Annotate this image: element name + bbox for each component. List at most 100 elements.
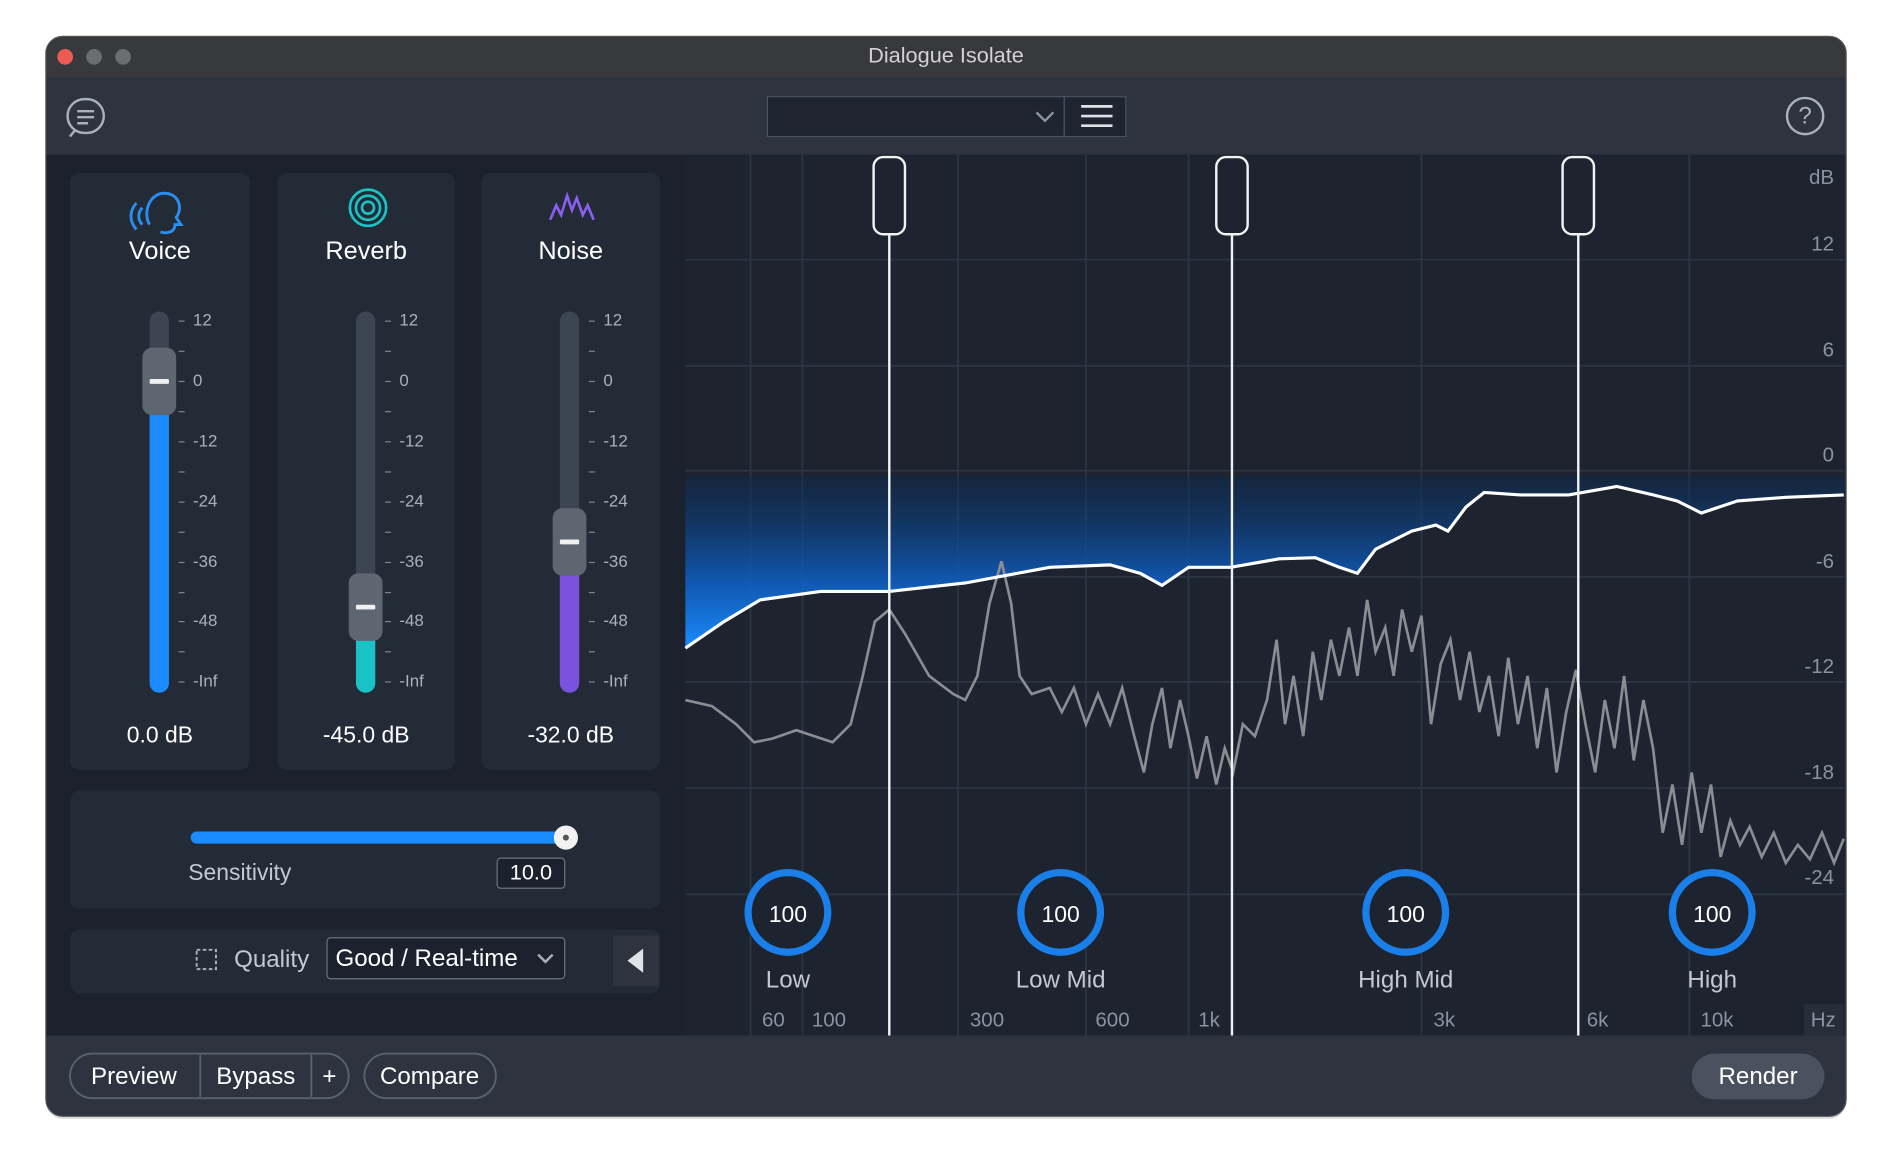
sensitivity-knob-dot — [562, 834, 569, 841]
quality-value: Good / Real-time — [335, 945, 517, 972]
fader-scale-label: -Inf — [603, 671, 628, 690]
bottom-bar — [45, 1035, 1847, 1117]
reverb-icon — [360, 200, 376, 216]
window-control[interactable] — [57, 49, 74, 65]
sensitivity-label: Sensitivity — [188, 859, 292, 885]
band-value: 100 — [1387, 901, 1425, 927]
module-card: Noise 12 0 -12 -24 -36 -48 -Inf -32.0 dB — [481, 172, 661, 771]
sensitivity-value: 10.0 — [510, 860, 552, 885]
sensitivity-value-box[interactable] — [496, 857, 566, 889]
bypass-button[interactable]: Bypass — [216, 1063, 295, 1090]
freq-axis-unit: Hz — [1811, 1008, 1836, 1031]
fader-scale-label: 12 — [399, 311, 418, 330]
freq-axis-label: 600 — [1095, 1008, 1129, 1031]
module-value: 0.0 dB — [127, 721, 193, 747]
button-group — [69, 1052, 350, 1100]
menu-icon — [1081, 105, 1113, 127]
noise-icon — [548, 191, 595, 221]
module-label: Noise — [538, 237, 603, 265]
fader-scale-label: 12 — [603, 311, 622, 330]
voice-spectrum — [684, 484, 1844, 650]
graph-grid — [685, 154, 1844, 1036]
fader-scale-label: -48 — [193, 611, 217, 630]
module-value: -32.0 dB — [527, 721, 614, 747]
collapse-icon — [627, 948, 644, 973]
freq-axis-label: 60 — [762, 1008, 785, 1031]
fader-handle[interactable] — [348, 573, 383, 641]
band-divider-handle[interactable] — [1561, 155, 1596, 236]
fader-scale-label: -24 — [193, 492, 217, 511]
feedback-button[interactable] — [66, 97, 105, 138]
sensitivity-track[interactable] — [190, 831, 568, 844]
band-divider-handle[interactable] — [872, 155, 907, 236]
preview-button[interactable]: Preview — [91, 1063, 177, 1090]
compare-button-bg[interactable] — [363, 1052, 497, 1100]
module-card: Reverb 12 0 -12 -24 -36 -48 -Inf -45.0 dB — [277, 172, 455, 771]
fader-scale-label: -Inf — [193, 671, 218, 690]
band-label: Low Mid — [1016, 967, 1106, 994]
fader-handle-line — [355, 604, 376, 610]
db-axis-label: -24 — [1804, 866, 1834, 889]
compare-button[interactable]: Compare — [380, 1063, 479, 1090]
fader-scale-label: -12 — [193, 431, 217, 450]
reverb-icon — [354, 194, 382, 222]
fader-scale-label: 0 — [399, 371, 408, 390]
add-button[interactable]: + — [322, 1063, 336, 1090]
fader-scale-label: -12 — [399, 431, 423, 450]
fader-scale-label: -Inf — [399, 671, 424, 690]
band-knob[interactable]: 100 — [1668, 868, 1756, 956]
module-card: Voice 12 0 -12 -24 -36 -48 -Inf 0.0 dB — [69, 172, 250, 771]
render-button-bg[interactable] — [1691, 1053, 1825, 1100]
band-knob-ring — [1017, 868, 1105, 956]
fader-handle[interactable] — [552, 508, 587, 576]
preset-dropdown[interactable] — [766, 96, 1065, 138]
band-divider-handle[interactable] — [1215, 155, 1249, 236]
help-icon: ? — [1798, 103, 1811, 130]
freq-axis-label: 3k — [1434, 1008, 1456, 1031]
reverb-icon — [348, 188, 388, 228]
module-label: Reverb — [325, 237, 407, 265]
quality-label: Quality — [234, 946, 310, 973]
db-axis-label: 12 — [1811, 233, 1834, 256]
module-value: -45.0 dB — [323, 721, 410, 747]
db-axis-label: -18 — [1804, 761, 1834, 784]
quality-dropdown[interactable] — [326, 937, 566, 980]
band-knob[interactable]: 100 — [744, 868, 832, 956]
band-knob-ring — [744, 868, 832, 956]
feedback-lines — [69, 109, 95, 138]
db-axis-label: -12 — [1804, 655, 1834, 678]
fader-scale-label: -36 — [399, 552, 423, 571]
quality-icon — [195, 948, 217, 971]
window-border — [45, 35, 1847, 1117]
band-knob[interactable]: 100 — [1017, 868, 1105, 956]
fader-scale-label: -36 — [603, 552, 627, 571]
freq-axis-label: 10k — [1701, 1008, 1735, 1031]
db-axis-label: -6 — [1816, 550, 1834, 573]
spectrum-fill — [685, 476, 1844, 649]
help-button[interactable] — [1785, 96, 1825, 136]
module-label: Voice — [129, 237, 191, 265]
band-label: Low — [766, 967, 811, 994]
fader-handle[interactable] — [142, 347, 177, 416]
render-button[interactable]: Render — [1719, 1063, 1798, 1090]
fader-scale-label: -24 — [399, 492, 423, 511]
freq-axis-label: 300 — [970, 1008, 1004, 1031]
window-control[interactable] — [115, 49, 131, 65]
db-axis-label: 6 — [1823, 339, 1834, 362]
db-axis-label: 0 — [1823, 444, 1834, 467]
voice-icon — [129, 191, 184, 235]
sensitivity-card — [69, 790, 661, 909]
quality-chevron — [537, 953, 554, 964]
fader-scale-label: 0 — [603, 371, 612, 390]
window-title: Dialogue Isolate — [868, 43, 1024, 68]
band-label: High — [1687, 967, 1737, 994]
band-knob[interactable]: 100 — [1362, 868, 1450, 956]
feedback-icon — [66, 97, 105, 135]
window-control[interactable] — [86, 49, 102, 65]
band-knob-ring — [1362, 868, 1450, 956]
fader-scale-label: 12 — [193, 311, 212, 330]
hz-bg — [1803, 1004, 1844, 1036]
band-label: High Mid — [1358, 967, 1453, 994]
